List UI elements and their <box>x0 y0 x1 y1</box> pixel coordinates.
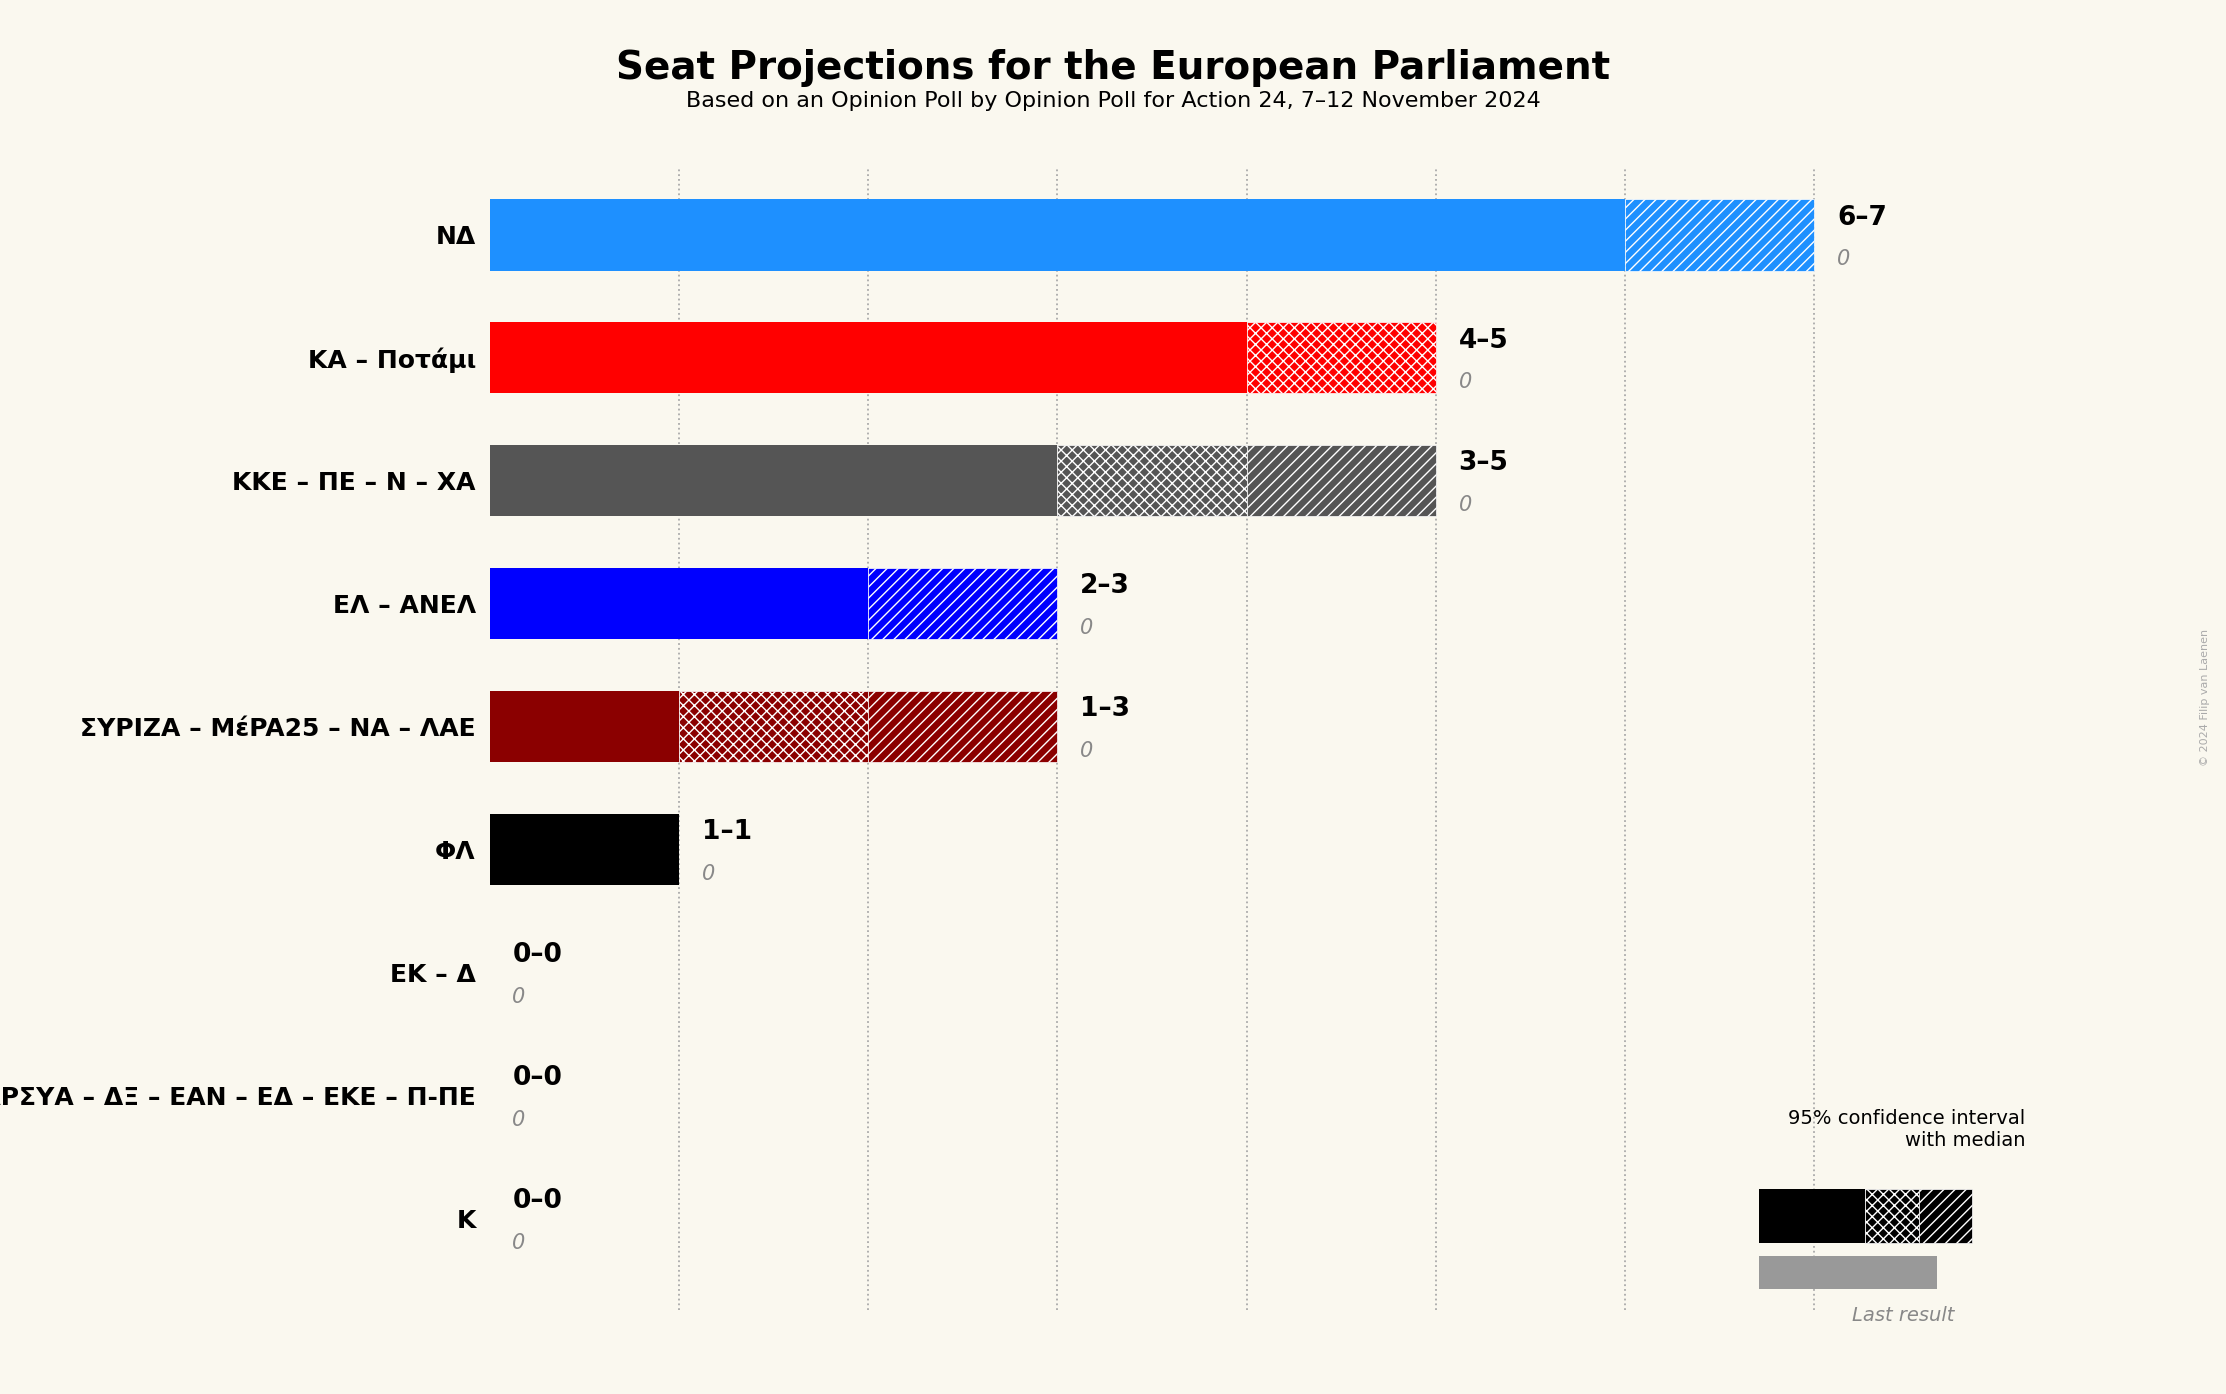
Bar <box>490 322 1247 393</box>
Bar <box>1247 322 1436 393</box>
Bar <box>1247 445 1436 516</box>
Text: Last result: Last result <box>1852 1306 1954 1326</box>
Text: 0–0: 0–0 <box>512 942 563 969</box>
Text: 1–3: 1–3 <box>1080 697 1131 722</box>
Bar <box>1919 1189 1972 1243</box>
Bar <box>490 567 868 640</box>
Bar <box>679 691 868 763</box>
Bar <box>1759 1189 1865 1243</box>
Bar <box>1057 445 1247 516</box>
Text: 0: 0 <box>512 1110 525 1131</box>
Bar <box>1625 199 1814 270</box>
Text: © 2024 Filip van Laenen: © 2024 Filip van Laenen <box>2202 629 2210 765</box>
Text: 0: 0 <box>701 864 715 884</box>
Text: 4–5: 4–5 <box>1458 328 1509 354</box>
Bar <box>490 814 679 885</box>
Text: Based on an Opinion Poll by Opinion Poll for Action 24, 7–12 November 2024: Based on an Opinion Poll by Opinion Poll… <box>686 91 1540 110</box>
Bar <box>1759 1256 1937 1289</box>
Text: 6–7: 6–7 <box>1836 205 1888 230</box>
Text: 0: 0 <box>1080 618 1093 638</box>
Text: 0: 0 <box>512 987 525 1006</box>
Text: 0: 0 <box>1458 495 1471 516</box>
Text: 0: 0 <box>512 1232 525 1253</box>
Bar <box>490 691 679 763</box>
Text: 0: 0 <box>1458 372 1471 392</box>
Bar <box>868 691 1057 763</box>
Text: 0: 0 <box>1836 250 1850 269</box>
Text: Seat Projections for the European Parliament: Seat Projections for the European Parlia… <box>617 49 1609 86</box>
Text: 3–5: 3–5 <box>1458 450 1509 477</box>
Bar <box>490 199 1625 270</box>
Text: 1–1: 1–1 <box>701 820 752 845</box>
Text: 2–3: 2–3 <box>1080 573 1131 599</box>
Text: 0–0: 0–0 <box>512 1188 563 1214</box>
Bar <box>490 445 1057 516</box>
Text: 0: 0 <box>1080 742 1093 761</box>
Text: 0–0: 0–0 <box>512 1065 563 1092</box>
Text: 95% confidence interval
with median: 95% confidence interval with median <box>1787 1110 2026 1150</box>
Bar <box>1865 1189 1919 1243</box>
Bar <box>868 567 1057 640</box>
